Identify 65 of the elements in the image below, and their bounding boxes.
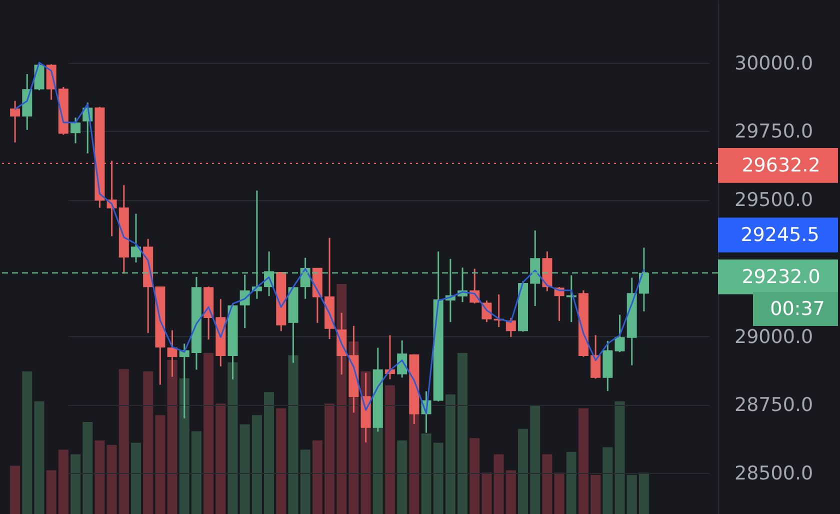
bar bbox=[204, 353, 214, 514]
bar bbox=[46, 470, 56, 514]
bar bbox=[578, 408, 588, 514]
bar bbox=[506, 470, 516, 514]
bar bbox=[216, 404, 226, 514]
candlestick bbox=[10, 100, 20, 144]
bar bbox=[179, 378, 190, 514]
bar bbox=[155, 415, 166, 514]
bar bbox=[143, 371, 154, 514]
bar bbox=[70, 454, 81, 514]
bar bbox=[482, 472, 492, 514]
text: 00:37 bbox=[770, 298, 825, 320]
bar bbox=[397, 440, 408, 514]
bar bbox=[94, 440, 105, 514]
bar bbox=[542, 454, 552, 514]
y-tick-label: 29750.0 bbox=[734, 120, 814, 143]
bar bbox=[22, 371, 32, 514]
bar bbox=[130, 442, 141, 514]
bar bbox=[240, 424, 250, 514]
candlestick bbox=[70, 116, 81, 144]
bar bbox=[276, 408, 286, 514]
bar bbox=[312, 440, 322, 514]
bar bbox=[58, 450, 68, 514]
bar bbox=[106, 445, 117, 514]
bar bbox=[554, 472, 564, 514]
bar bbox=[458, 353, 468, 514]
bar bbox=[433, 442, 444, 514]
y-tick-label: 29500.0 bbox=[734, 189, 814, 212]
bar bbox=[118, 369, 129, 514]
candlestick bbox=[614, 314, 625, 353]
bar bbox=[590, 474, 601, 514]
bar bbox=[82, 422, 93, 514]
bar bbox=[252, 415, 262, 514]
bar bbox=[10, 466, 20, 514]
bar bbox=[626, 474, 637, 514]
bar bbox=[445, 394, 456, 514]
bar bbox=[324, 404, 334, 514]
bar bbox=[288, 355, 298, 514]
bar bbox=[614, 401, 625, 514]
bar bbox=[384, 385, 395, 514]
bar bbox=[264, 392, 274, 514]
bar bbox=[494, 454, 504, 514]
bar bbox=[191, 431, 202, 514]
y-tick-label: 29000.0 bbox=[734, 326, 814, 348]
y-tick-label: 30000.0 bbox=[734, 52, 814, 74]
text: 29245.5 bbox=[740, 224, 820, 246]
bar bbox=[228, 362, 238, 514]
bar bbox=[421, 434, 432, 514]
candlestick bbox=[167, 330, 178, 378]
ref-line-label: 29632.2 bbox=[742, 154, 820, 176]
bar bbox=[470, 438, 480, 514]
bar bbox=[518, 428, 528, 514]
bar bbox=[602, 447, 613, 514]
candlestick bbox=[590, 334, 601, 380]
bar bbox=[34, 401, 44, 514]
candlestick bbox=[397, 340, 408, 378]
candlestick bbox=[130, 213, 141, 264]
y-tick-label: 28500.0 bbox=[734, 462, 814, 484]
bar bbox=[530, 406, 540, 514]
y-tick-label: 28750.0 bbox=[734, 394, 814, 416]
bar bbox=[638, 472, 649, 514]
bar bbox=[566, 452, 576, 514]
ref-line-label: 29232.0 bbox=[742, 266, 820, 288]
bar bbox=[300, 450, 310, 514]
bar bbox=[167, 360, 178, 514]
